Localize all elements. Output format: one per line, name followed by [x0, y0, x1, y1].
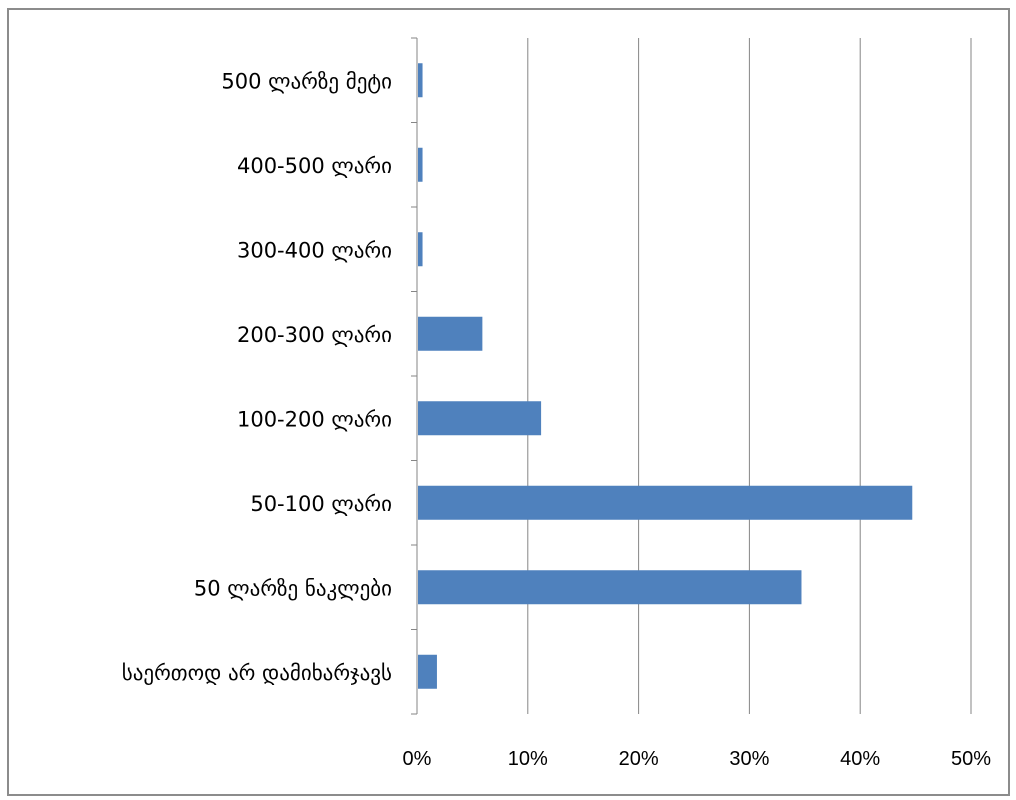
category-label: საერთოდ არ დამიხარჯავს [122, 661, 392, 685]
bar [418, 232, 423, 267]
x-tick-labels: 0% 10% 20% 30% 40% 50% [403, 748, 992, 770]
category-label: 100-200 ლარი [237, 407, 392, 431]
x-tick-label: 0% [403, 748, 432, 770]
category-label: 200-300 ლარი [237, 323, 392, 347]
x-tick-label: 50% [951, 748, 991, 770]
x-tick-label: 40% [840, 748, 880, 770]
bar [418, 401, 542, 436]
gridlines [527, 38, 972, 714]
bar [418, 654, 437, 689]
bar [418, 570, 802, 605]
bar [418, 147, 423, 182]
bar [418, 485, 913, 520]
bar [418, 316, 483, 351]
category-labels: 500 ლარზე მეტი 400-500 ლარი 300-400 ლარი 20… [122, 69, 392, 685]
category-label: 300-400 ლარი [237, 238, 392, 262]
x-tick-label: 30% [729, 748, 769, 770]
bar [418, 63, 423, 98]
category-label: 400-500 ლარი [237, 154, 392, 178]
y-axis [411, 37, 418, 715]
x-tick-label: 20% [619, 748, 659, 770]
category-label: 50 ლარზე ნაკლები [194, 576, 392, 600]
bars [418, 63, 913, 689]
category-label: 50-100 ლარი [250, 492, 392, 516]
category-label: 500 ლარზე მეტი [221, 69, 392, 93]
x-tick-label: 10% [508, 748, 548, 770]
